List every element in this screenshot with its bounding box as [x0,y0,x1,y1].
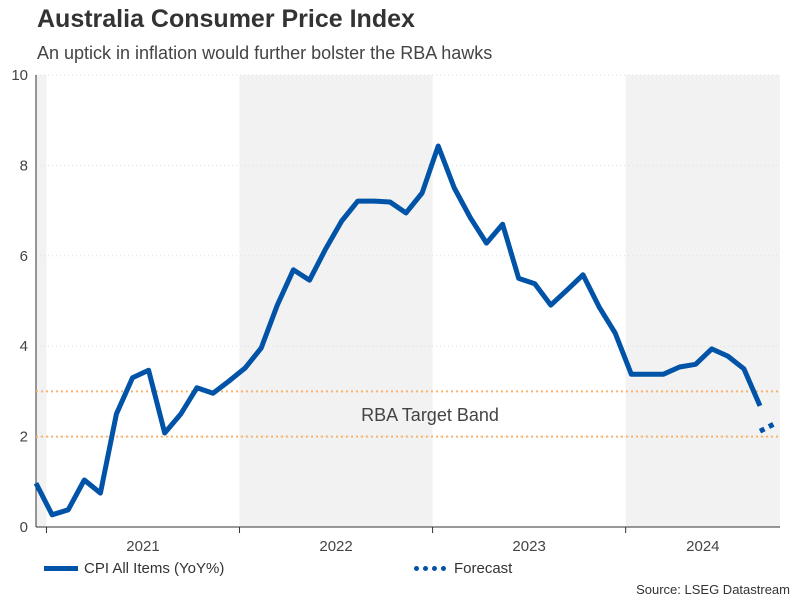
legend-swatch-dotted [414,566,446,571]
y-tick-label: 10 [11,67,28,84]
legend-item-cpi: CPI All Items (YoY%) [44,560,224,577]
target-band-label: RBA Target Band [361,405,499,425]
source-note: Source: LSEG Datastream [636,582,790,597]
y-tick-label: 2 [20,429,28,446]
y-tick-label: 8 [20,157,28,174]
legend-item-forecast: Forecast [414,560,512,577]
chart-title: Australia Consumer Price Index [37,5,415,33]
shaded-year-band [625,75,780,527]
x-tick-label: 2021 [126,538,159,555]
x-tick-label: 2023 [512,538,545,555]
y-tick-label: 4 [20,338,28,355]
x-tick-label: 2024 [686,538,719,555]
legend-label: Forecast [454,560,513,577]
legend-swatch-solid [44,566,78,571]
chart-subtitle: An uptick in inflation would further bol… [37,43,493,63]
x-tick-label: 2022 [319,538,352,555]
forecast-series-line [758,420,778,434]
cpi-series-line [33,143,763,518]
legend-label: CPI All Items (YoY%) [84,560,225,577]
shaded-year-band [239,75,433,527]
y-tick-label: 6 [20,248,28,265]
y-tick-label: 0 [20,519,28,536]
shaded-year-band [36,75,47,527]
